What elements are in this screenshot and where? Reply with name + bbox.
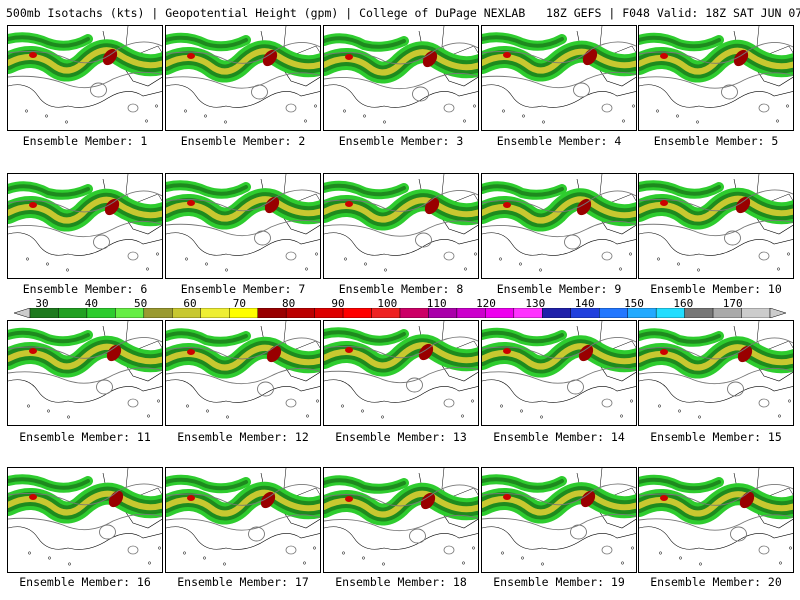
ensemble-map-panel [7,173,163,279]
ensemble-member-label: Ensemble Member: 16 [19,575,151,589]
map-plot [166,321,320,419]
colorbar-tick-label: 160 [673,297,694,310]
colorbar-tick-label: 60 [183,297,197,310]
ensemble-map-panel [481,320,637,426]
colorbar-tick-label: 30 [35,297,49,310]
map-plot [166,26,320,124]
colorbar-segment [741,308,771,318]
ensemble-member-label: Ensemble Member: 14 [493,430,625,444]
ensemble-member-label: Ensemble Member: 3 [338,134,464,148]
map-plot [8,26,162,124]
ensemble-member-label: Ensemble Member: 19 [493,575,625,589]
map-plot [8,321,162,419]
map-plot [8,468,162,566]
ensemble-member-label: Ensemble Member: 9 [496,282,622,296]
colorbar-tick-label: 70 [232,297,246,310]
ensemble-member-label: Ensemble Member: 13 [335,430,467,444]
isotach-colorbar [14,308,786,318]
ensemble-map-panel [323,173,479,279]
colorbar-segment [399,308,429,318]
colorbar-segment [58,308,88,318]
colorbar-tick-label: 140 [574,297,595,310]
ensemble-member-label: Ensemble Member: 10 [650,282,782,296]
ensemble-map-panel [323,320,479,426]
ensemble-map-panel [323,467,479,573]
colorbar-tick-label: 100 [377,297,398,310]
ensemble-map-panel [7,320,163,426]
ensemble-map-panel [7,25,163,131]
ensemble-map-panel [323,25,479,131]
map-plot [482,468,636,566]
colorbar-tick-label: 40 [84,297,98,310]
ensemble-member-label: Ensemble Member: 11 [19,430,151,444]
map-plot [324,26,478,124]
ensemble-map-panel [481,467,637,573]
map-plot [482,26,636,124]
ensemble-member-label: Ensemble Member: 15 [650,430,782,444]
map-plot [639,321,793,419]
chart-header: 500mb Isotachs (kts) | Geopotential Heig… [6,6,800,20]
ensemble-member-label: Ensemble Member: 1 [22,134,148,148]
ensemble-member-label: Ensemble Member: 6 [22,282,148,296]
colorbar-tick-label: 120 [476,297,496,310]
ensemble-member-label: Ensemble Member: 5 [653,134,779,148]
ensemble-map-panel [165,467,321,573]
colorbar-right-arrow [769,308,786,318]
colorbar-segment [200,308,230,318]
colorbar-tick-label: 150 [624,297,644,310]
map-plot [324,174,478,272]
ensemble-member-label: Ensemble Member: 2 [180,134,306,148]
ensemble-map-panel [481,173,637,279]
colorbar-tick-label: 90 [331,297,345,310]
ensemble-map-panel [165,25,321,131]
ensemble-map-panel [165,320,321,426]
colorbar-tick-label: 130 [525,297,546,310]
ensemble-member-label: Ensemble Member: 8 [338,282,464,296]
map-plot [482,174,636,272]
colorbar-segment [542,308,571,318]
ensemble-map-panel [481,25,637,131]
colorbar-tick-label: 50 [134,297,148,310]
map-plot [324,321,478,419]
ensemble-map-panel [638,25,794,131]
map-plot [639,174,793,272]
map-plot [482,321,636,419]
map-plot [639,468,793,566]
ensemble-map-panel [638,320,794,426]
colorbar-tick-label: 170 [722,297,743,310]
map-plot [166,468,320,566]
colorbar-left-arrow [14,308,31,318]
ensemble-map-panel [7,467,163,573]
ensemble-member-label: Ensemble Member: 12 [177,430,309,444]
map-plot [639,26,793,124]
ensemble-map-panel [165,173,321,279]
ensemble-map-panel [638,173,794,279]
ensemble-member-label: Ensemble Member: 7 [180,282,306,296]
map-plot [8,174,162,272]
ensemble-member-label: Ensemble Member: 20 [650,575,782,589]
ensemble-member-label: Ensemble Member: 17 [177,575,309,589]
colorbar-tick-label: 110 [426,297,447,310]
colorbar-segment [143,308,173,318]
ensemble-member-label: Ensemble Member: 18 [335,575,467,589]
map-plot [166,174,320,272]
colorbar-segment [342,308,372,318]
map-plot [324,468,478,566]
colorbar-tick-label: 80 [282,297,296,310]
ensemble-member-label: Ensemble Member: 4 [496,134,622,148]
ensemble-map-panel [638,467,794,573]
